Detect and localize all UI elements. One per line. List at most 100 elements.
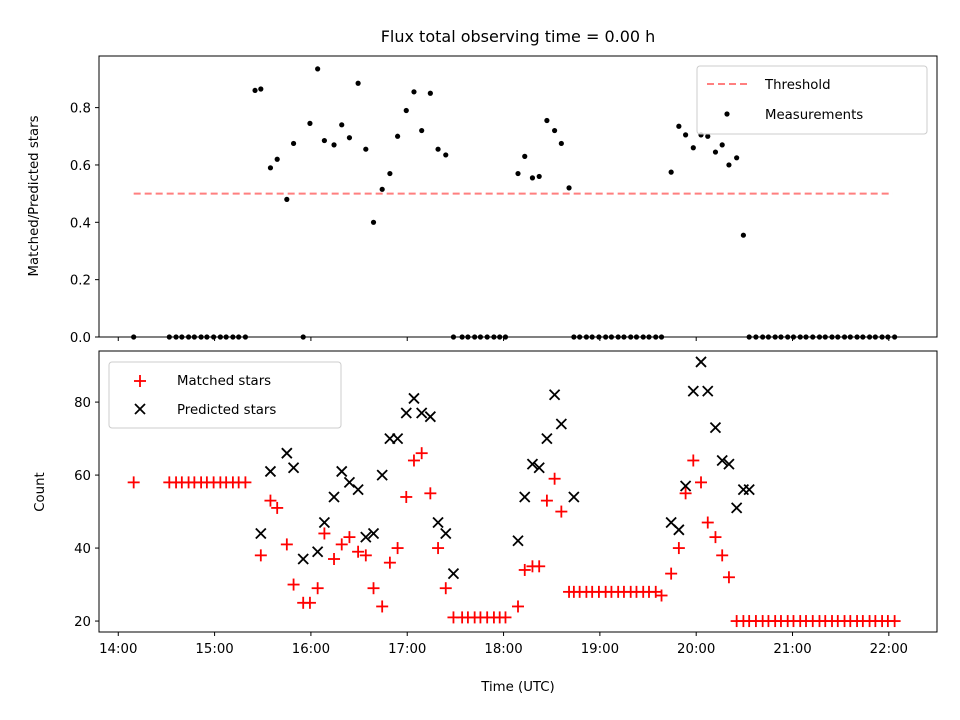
measurement-point [274, 156, 280, 162]
matched-stars-point [716, 549, 729, 562]
matched-stars-point [415, 447, 428, 460]
matched-stars-point [376, 600, 389, 613]
matched-stars-point [367, 582, 380, 595]
predicted-stars-point [731, 502, 743, 514]
bottom-ytick-label: 60 [74, 469, 91, 484]
predicted-stars-point [408, 392, 420, 405]
predicted-stars-point [687, 385, 699, 397]
bottom-xtick-label: 19:00 [581, 642, 619, 657]
matched-stars-point [888, 615, 901, 628]
predicted-stars-point [702, 385, 714, 397]
matched-stars-point [499, 611, 512, 624]
predicted-stars-point-b [281, 447, 293, 459]
predicted-stars-point-b [723, 458, 735, 470]
predicted-stars-point-b [447, 567, 460, 580]
measurement-point [339, 122, 345, 128]
measurement-point [515, 170, 521, 177]
predicted-stars-point-b [343, 476, 356, 489]
measurement-point [427, 90, 433, 96]
predicted-stars-point-b [287, 462, 300, 474]
measurement-point [544, 117, 550, 124]
predicted-stars-point-b [367, 527, 380, 540]
measurement-point [346, 135, 353, 141]
matched-stars-point [655, 589, 668, 602]
measurement-point [705, 133, 711, 139]
measurement-point [435, 146, 441, 152]
predicted-stars-point [709, 421, 722, 434]
predicted-stars-point [533, 462, 545, 474]
measurement-point [443, 152, 449, 158]
predicted-stars-point-b [731, 502, 743, 514]
predicted-stars-point-b [416, 407, 428, 419]
bottom-xtick-label: 18:00 [484, 642, 522, 657]
measurement-point [726, 162, 732, 168]
matched-stars-point [555, 505, 568, 518]
bottom-legend: Matched stars Predicted stars [108, 361, 342, 429]
bottom-xtick-label: 22:00 [870, 642, 908, 657]
bottom-ytick-label: 20 [74, 615, 91, 630]
measurement-point [566, 185, 572, 191]
predicted-stars-point [424, 411, 436, 423]
predicted-stars-point-b [432, 516, 444, 529]
bottom-y-axis-label: Count [33, 472, 48, 512]
predicted-stars-point [695, 356, 707, 368]
predicted-stars-point-b [687, 385, 699, 397]
predicted-stars-point-b [424, 411, 436, 423]
top-ytick-label: 0.4 [70, 216, 91, 231]
legend-matched-swatch [134, 375, 146, 387]
top-ytick-label: 0.6 [70, 159, 91, 174]
measurement-point [290, 140, 297, 147]
x-axis-label: Time (UTC) [480, 680, 555, 695]
top-ytick-label: 0.8 [70, 102, 91, 117]
predicted-stars-point [512, 535, 524, 547]
measurement-point [331, 142, 337, 148]
matched-stars-point [432, 542, 445, 555]
legend-matched-label: Matched stars [177, 374, 271, 389]
measurement-point [676, 123, 682, 129]
bottom-legend-box [108, 361, 342, 429]
matched-stars-point [722, 571, 735, 584]
bottom-ytick-label: 80 [74, 396, 91, 411]
bottom-xtick-label: 17:00 [388, 642, 426, 657]
predicted-stars-point-b [716, 454, 728, 467]
predicted-stars-point-b [376, 469, 388, 481]
predicted-stars-point [519, 491, 531, 503]
top-legend: Threshold Measurements [696, 65, 928, 135]
predicted-stars-point [318, 516, 331, 529]
measurement-point [252, 87, 258, 94]
matched-stars-point [701, 516, 714, 529]
measurement-point [683, 132, 689, 138]
measurement-point [522, 153, 528, 159]
legend-measurements-label: Measurements [765, 108, 863, 123]
predicted-stars-point-b [665, 516, 677, 529]
matched-stars-point [239, 476, 252, 489]
matched-stars-point [391, 542, 404, 555]
matched-stars-point [548, 472, 561, 485]
legend-measurements-swatch [724, 111, 730, 117]
matched-stars-point [352, 545, 365, 558]
predicted-stars-point [568, 491, 580, 503]
predicted-stars-point-b [519, 491, 531, 503]
measurement-point [315, 66, 321, 72]
matched-stars-point [512, 600, 524, 613]
predicted-stars-point-b [709, 421, 722, 434]
predicted-stars-point [352, 484, 364, 496]
matched-stars-point [311, 582, 324, 595]
measurement-point [529, 175, 536, 181]
matched-stars-point [709, 531, 722, 544]
measurement-point [258, 86, 264, 92]
predicted-stars-point-b [400, 407, 412, 419]
predicted-stars-point [281, 447, 293, 459]
top-ytick-label: 0.2 [70, 274, 91, 289]
predicted-stars-point [432, 516, 444, 529]
predicted-stars-point [297, 553, 309, 565]
matched-stars-point [359, 549, 372, 562]
predicted-stars-point [287, 462, 300, 474]
matched-stars-point [672, 542, 685, 555]
bottom-xtick-label: 21:00 [773, 642, 811, 657]
predicted-stars-point-b [548, 389, 561, 401]
matched-stars-point [518, 563, 531, 576]
predicted-stars-point [716, 454, 728, 467]
matched-stars-point [665, 567, 678, 580]
matched-stars-point [280, 538, 293, 551]
